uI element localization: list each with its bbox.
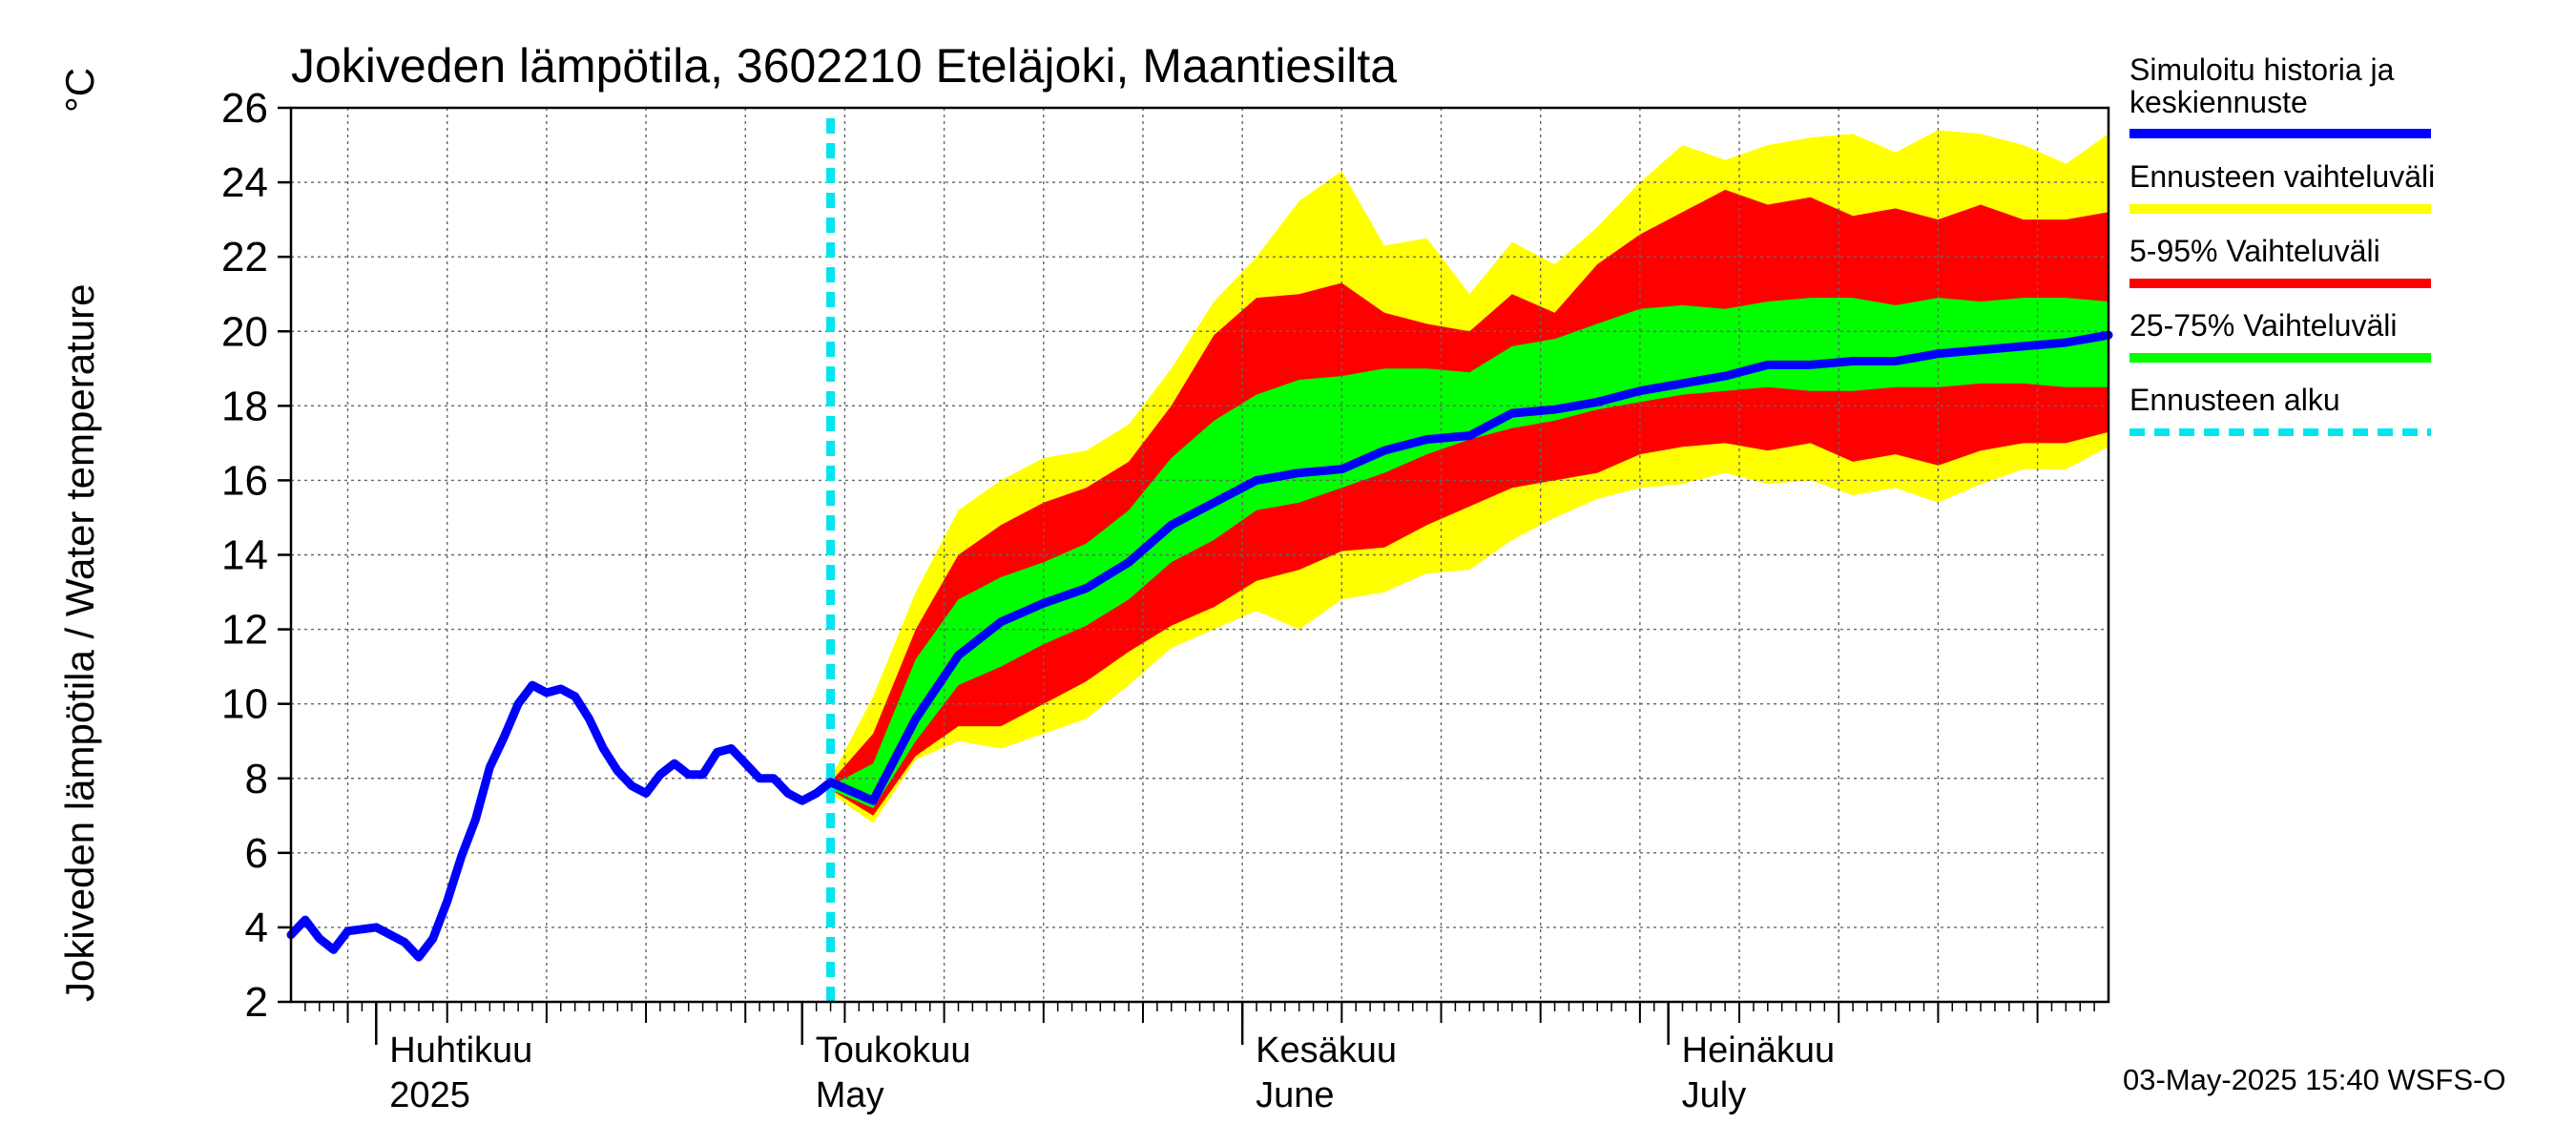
y-tick-label-3: 8	[245, 756, 268, 802]
y-tick-label-8: 18	[221, 383, 268, 429]
legend-label-p25-75: 25-75% Vaihteluväli	[2129, 308, 2397, 343]
month-label-fi-0: Huhtikuu	[389, 1030, 532, 1071]
y-tick-label-9: 20	[221, 308, 268, 355]
month-label-fi-3: Heinäkuu	[1682, 1030, 1836, 1071]
y-tick-label-7: 16	[221, 457, 268, 504]
axes	[278, 106, 2110, 1045]
month-label-en-3: July	[1682, 1075, 1747, 1115]
y-axis-unit: °C	[57, 68, 102, 113]
history-median-line	[286, 330, 2113, 962]
month-label-fi-2: Kesäkuu	[1256, 1030, 1397, 1071]
month-label-fi-1: Toukokuu	[816, 1030, 971, 1071]
month-label-en-2: June	[1256, 1075, 1334, 1115]
legend-label-history-2: keskiennuste	[2129, 85, 2308, 119]
y-tick-label-0: 2	[245, 979, 268, 1026]
forecast-bands	[830, 130, 2109, 823]
month-label-en-1: May	[816, 1075, 884, 1115]
legend: Simuloitu historia ja keskiennuste Ennus…	[2129, 52, 2435, 436]
month-label-en-0: 2025	[389, 1075, 470, 1115]
y-tick-label-10: 22	[221, 234, 268, 281]
grid-lines	[291, 108, 2109, 1002]
y-tick-label-11: 24	[221, 159, 268, 206]
y-tick-label-1: 4	[245, 905, 268, 951]
y-tick-label-12: 26	[221, 85, 268, 132]
legend-label-start: Ennusteen alku	[2129, 383, 2340, 417]
legend-label-history-1: Simuloitu historia ja	[2129, 52, 2395, 87]
footer-timestamp: 03-May-2025 15:40 WSFS-O	[2123, 1063, 2505, 1096]
y-tick-label-6: 14	[221, 532, 268, 579]
y-tick-label-4: 10	[221, 681, 268, 728]
legend-label-range: Ennusteen vaihteluväli	[2129, 159, 2435, 194]
series-lines	[286, 118, 2113, 1002]
y-tick-label-5: 12	[221, 607, 268, 654]
y-tick-label-2: 6	[245, 830, 268, 877]
y-axis-label: Jokiveden lämpötila / Water temperature	[57, 284, 102, 1002]
chart-title: Jokiveden lämpötila, 3602210 Eteläjoki, …	[291, 39, 1397, 93]
legend-label-p5-95: 5-95% Vaihteluväli	[2129, 234, 2380, 268]
